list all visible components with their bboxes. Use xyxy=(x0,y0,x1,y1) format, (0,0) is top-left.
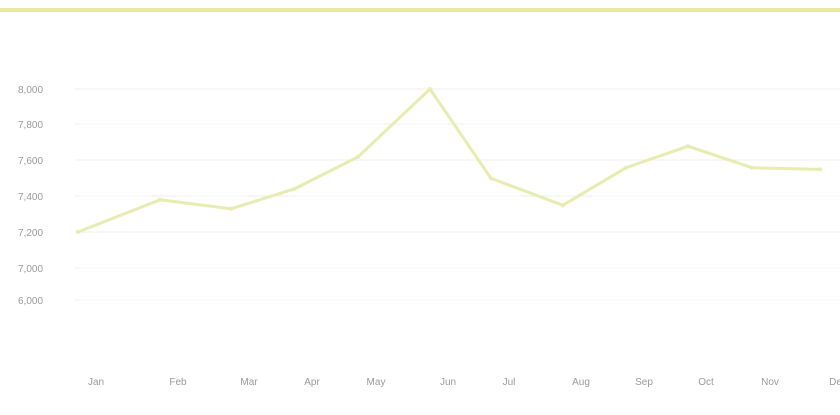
x-tick-label: Oct xyxy=(698,377,714,388)
data-point xyxy=(818,167,822,172)
x-tick-label: Feb xyxy=(169,377,187,388)
chart-header xyxy=(0,0,840,16)
x-tick-label: May xyxy=(367,377,386,388)
data-point xyxy=(229,206,233,211)
data-point xyxy=(292,187,296,192)
y-tick-label: 7,000 xyxy=(18,264,43,275)
header-rule xyxy=(0,8,840,12)
x-tick-label: Mar xyxy=(240,377,258,388)
data-point xyxy=(356,154,360,159)
x-tick-label: Jul xyxy=(503,377,516,388)
y-tick-label: 7,200 xyxy=(18,228,43,239)
y-tick-label: 7,800 xyxy=(18,120,43,131)
x-tick-label: Sep xyxy=(635,377,653,388)
data-point xyxy=(158,197,162,202)
y-tick-label: 7,400 xyxy=(18,192,43,203)
x-tick-label: Dec xyxy=(829,377,840,388)
data-point xyxy=(76,230,80,234)
x-tick-label: Aug xyxy=(572,377,590,388)
y-tick-label: 6,000 xyxy=(18,296,43,307)
data-point xyxy=(561,203,565,208)
data-point xyxy=(428,87,432,91)
y-tick-label: 8,000 xyxy=(18,85,43,96)
x-tick-label: Jun xyxy=(440,377,456,388)
data-point xyxy=(750,165,754,170)
x-tick-label: Jan xyxy=(88,377,104,388)
data-point xyxy=(686,144,690,149)
series-line xyxy=(77,87,821,234)
data-point xyxy=(624,165,628,170)
x-tick-label: Apr xyxy=(304,377,320,388)
x-tick-label: Nov xyxy=(761,377,779,388)
y-tick-label: 7,600 xyxy=(18,156,43,167)
data-point xyxy=(489,176,493,181)
